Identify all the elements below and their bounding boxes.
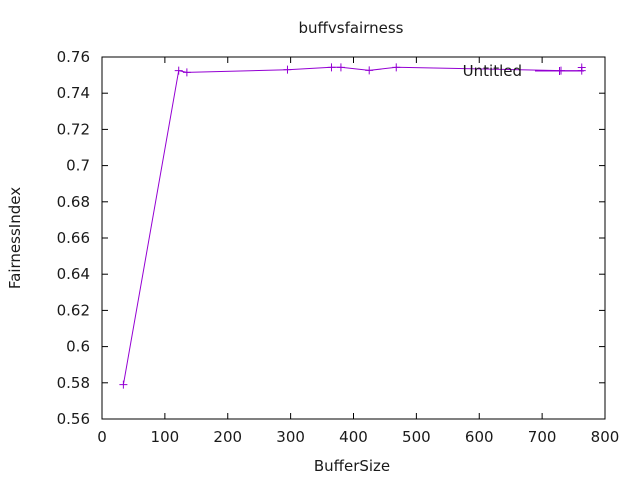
x-tick-label: 300 xyxy=(276,428,305,446)
y-tick-label: 0.58 xyxy=(57,374,90,392)
x-tick-label: 700 xyxy=(528,428,557,446)
y-tick-label: 0.64 xyxy=(57,265,90,283)
data-point xyxy=(336,63,345,72)
data-point xyxy=(392,63,401,72)
series-line xyxy=(122,66,583,385)
data-point xyxy=(174,66,183,75)
x-tick-label: 500 xyxy=(402,428,431,446)
data-point xyxy=(182,68,191,77)
x-tick-label: 200 xyxy=(213,428,242,446)
x-tick-label: 400 xyxy=(339,428,368,446)
y-tick-label: 0.56 xyxy=(57,410,90,428)
series-group xyxy=(119,63,586,389)
data-point xyxy=(577,63,586,72)
y-tick-label: 0.68 xyxy=(57,193,90,211)
plot-frame xyxy=(101,56,606,420)
data-point xyxy=(365,66,374,75)
x-tick-label: 0 xyxy=(97,428,107,446)
y-tick-label: 0.76 xyxy=(57,48,90,66)
y-tick-label: 0.62 xyxy=(57,301,90,319)
data-point xyxy=(555,67,564,75)
x-tick-label: 600 xyxy=(465,428,494,446)
legend: Untitled xyxy=(463,62,584,80)
y-tick-label: 0.74 xyxy=(57,84,90,102)
y-tick-label: 0.66 xyxy=(57,229,90,247)
y-tick-label: 0.72 xyxy=(57,120,90,138)
x-axis-label: BufferSize xyxy=(314,457,390,475)
x-tick-label: 100 xyxy=(151,428,180,446)
y-tick-label: 0.7 xyxy=(66,157,90,175)
data-point xyxy=(283,65,292,74)
x-tick-label: 800 xyxy=(591,428,620,446)
axis-ticks: 0 100 200 300 400 500 600 700 800 0.56 0.58 0.6 0.62… xyxy=(57,48,620,446)
legend-marker xyxy=(555,67,564,75)
chart-title: buffvsfairness xyxy=(299,19,404,37)
legend-label: Untitled xyxy=(463,62,522,80)
data-point xyxy=(119,380,128,389)
y-axis-label: FairnessIndex xyxy=(6,187,24,289)
y-tick-label: 0.6 xyxy=(66,338,90,356)
data-point xyxy=(327,63,336,72)
